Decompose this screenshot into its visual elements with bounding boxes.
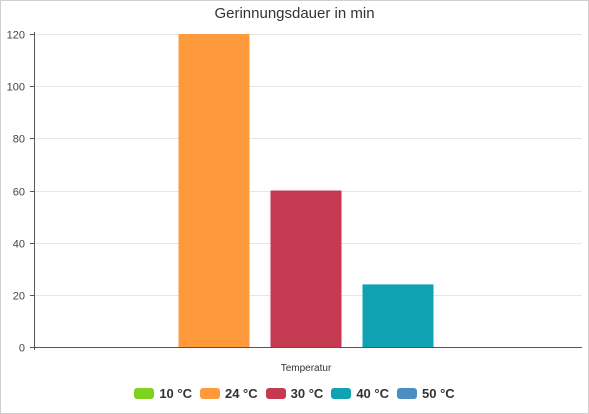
legend-item[interactable]: 10 °C (134, 386, 192, 401)
legend-swatch (331, 388, 352, 399)
y-tick-label: 40 (13, 239, 25, 251)
bars (178, 34, 434, 347)
bar (362, 284, 434, 347)
y-tick-label: 20 (13, 291, 25, 303)
legend-label: 50 °C (422, 386, 455, 401)
chart-title: Gerinnungsdauer in min (214, 5, 375, 22)
y-tick-label: 100 (7, 82, 25, 94)
bar (178, 34, 250, 347)
y-axis: 0 20 40 60 80 100 120 (7, 30, 582, 355)
legend-label: 40 °C (356, 386, 389, 401)
y-tick-label: 0 (19, 343, 25, 355)
bar (270, 190, 342, 347)
legend: 10 °C 24 °C 30 °C 40 °C 50 °C (0, 386, 589, 401)
y-tick-label: 80 (13, 134, 25, 146)
legend-item[interactable]: 24 °C (199, 386, 258, 401)
legend-swatch (199, 388, 220, 399)
legend-swatch (397, 388, 417, 399)
y-tick-label: 120 (7, 30, 25, 42)
legend-swatch (134, 388, 155, 399)
legend-label: 30 °C (290, 386, 324, 401)
legend-item[interactable]: 40 °C (331, 386, 389, 401)
legend-label: 24 °C (224, 386, 258, 401)
legend-item[interactable]: 50 °C (397, 386, 455, 401)
legend-label: 10 °C (159, 386, 192, 401)
legend-swatch (265, 388, 286, 399)
x-axis-label: Temperatur (281, 363, 332, 374)
legend-item[interactable]: 30 °C (265, 386, 324, 401)
y-tick-label: 60 (13, 187, 25, 199)
